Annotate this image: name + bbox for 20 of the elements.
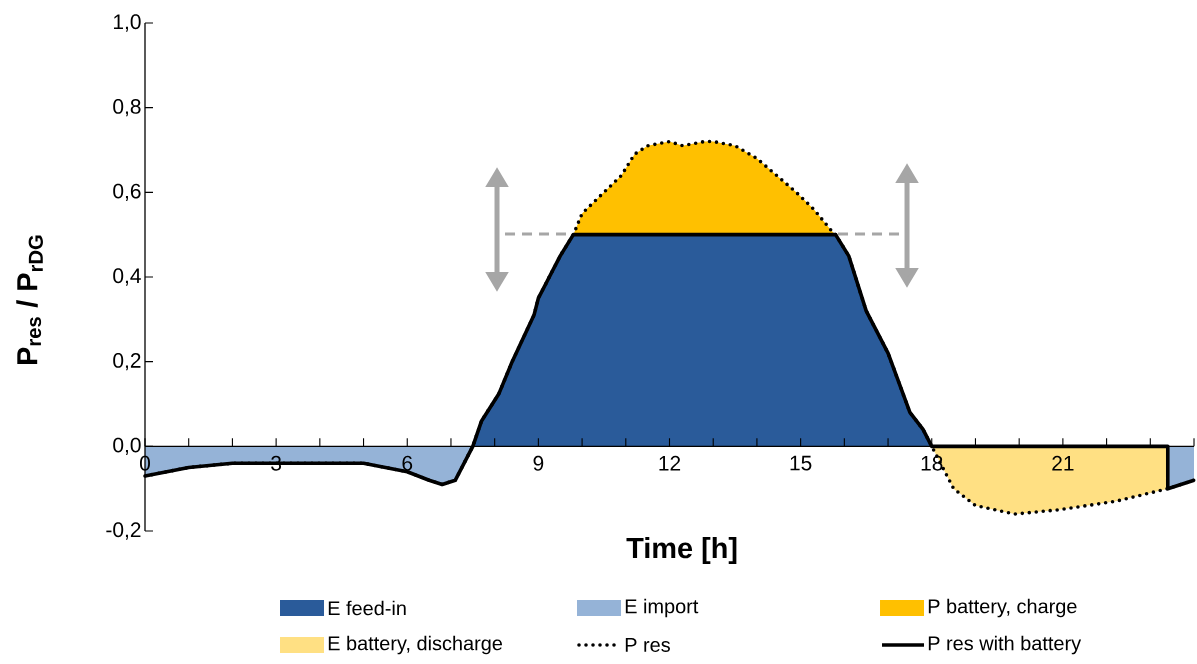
x-tick-label: 9 — [533, 455, 544, 471]
legend-label: P res — [625, 638, 670, 652]
y-axis-title: P$_{res}$ / P$_{rDG}$ — [16, 235, 43, 365]
x-axis-title: Time [h] — [626, 537, 737, 564]
legend-label: P res with battery — [928, 635, 1082, 655]
x-tick-label: 6 — [402, 455, 413, 471]
y-tick-label: 0,2 — [113, 353, 141, 371]
x-tick-label: 21 — [1052, 455, 1074, 471]
y-tick-label: 0,4 — [113, 268, 141, 286]
x-tick-label: 15 — [790, 455, 812, 471]
y-tick-label: 1,0 — [113, 14, 141, 32]
legend-label: E battery, discharge — [328, 635, 503, 655]
y-tick-label: 0,0 — [113, 437, 141, 455]
legend-label: E import — [625, 598, 699, 618]
x-tick-label: 12 — [659, 455, 681, 471]
y-tick-label: -0,2 — [106, 522, 141, 540]
y-tick-label: 0,6 — [113, 183, 141, 201]
legend-label: E feed-in — [328, 600, 406, 616]
legend-label: P battery, charge — [928, 598, 1077, 618]
y-tick-label: 0,8 — [113, 99, 141, 117]
